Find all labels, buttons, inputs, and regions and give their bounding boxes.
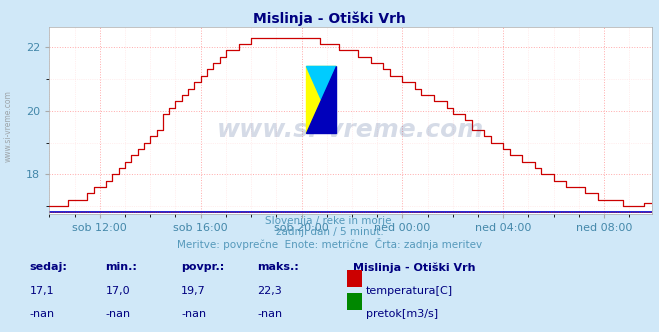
Text: Slovenija / reke in morje.: Slovenija / reke in morje. bbox=[264, 216, 395, 226]
Text: www.si-vreme.com: www.si-vreme.com bbox=[217, 118, 484, 142]
Text: sedaj:: sedaj: bbox=[30, 262, 67, 272]
Text: -nan: -nan bbox=[30, 309, 55, 319]
Text: povpr.:: povpr.: bbox=[181, 262, 225, 272]
Polygon shape bbox=[306, 66, 336, 133]
Text: maks.:: maks.: bbox=[257, 262, 299, 272]
Text: 17,0: 17,0 bbox=[105, 286, 130, 295]
Text: 19,7: 19,7 bbox=[181, 286, 206, 295]
Text: pretok[m3/s]: pretok[m3/s] bbox=[366, 309, 438, 319]
Text: -nan: -nan bbox=[257, 309, 282, 319]
Text: -nan: -nan bbox=[181, 309, 206, 319]
Text: zadnji dan / 5 minut.: zadnji dan / 5 minut. bbox=[275, 227, 384, 237]
Text: Mislinja - Otiški Vrh: Mislinja - Otiški Vrh bbox=[253, 12, 406, 26]
Text: min.:: min.: bbox=[105, 262, 137, 272]
Polygon shape bbox=[306, 66, 336, 133]
Text: -nan: -nan bbox=[105, 309, 130, 319]
Text: 22,3: 22,3 bbox=[257, 286, 282, 295]
Text: Meritve: povprečne  Enote: metrične  Črta: zadnja meritev: Meritve: povprečne Enote: metrične Črta:… bbox=[177, 238, 482, 250]
Polygon shape bbox=[306, 66, 336, 133]
Text: temperatura[C]: temperatura[C] bbox=[366, 286, 453, 295]
Text: 17,1: 17,1 bbox=[30, 286, 54, 295]
Text: www.si-vreme.com: www.si-vreme.com bbox=[3, 90, 13, 162]
Text: Mislinja - Otiški Vrh: Mislinja - Otiški Vrh bbox=[353, 262, 475, 273]
